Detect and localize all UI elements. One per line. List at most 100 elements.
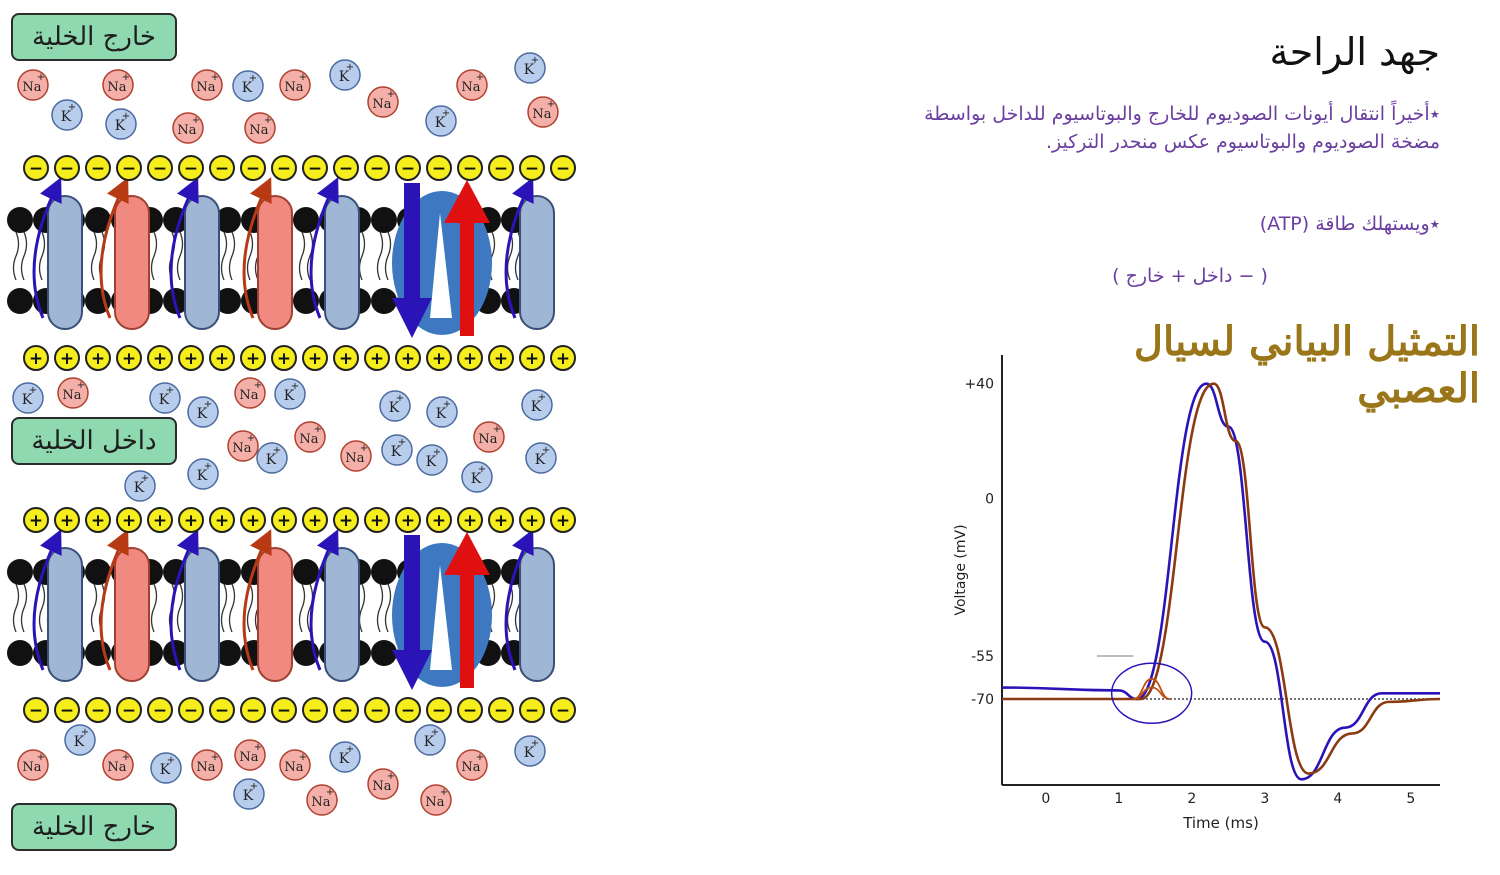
charge-sign: − <box>91 159 105 179</box>
membrane-bottom: + + + + + + + + + + + + + + + + + +− − − − − − − − − − − − − − − − − − <box>7 507 576 723</box>
lipid-head <box>371 207 397 233</box>
lipid-head <box>293 559 319 585</box>
potassium-channel <box>47 195 83 330</box>
sodium-ion <box>191 69 223 101</box>
ion-symbol: Na <box>311 795 330 810</box>
ion-symbol: Na <box>284 80 303 95</box>
charge-sign: − <box>401 701 415 721</box>
potassium-ion <box>514 735 546 767</box>
charge-sign: + <box>308 511 322 531</box>
potassium-ion <box>187 458 219 490</box>
charge-marker <box>333 155 359 181</box>
ion-charge: + <box>29 385 37 396</box>
charge-marker <box>116 155 142 181</box>
charge-sign: + <box>401 511 415 531</box>
ion-symbol: Na <box>299 432 318 447</box>
ion-charge: + <box>192 115 200 126</box>
charge-sign: − <box>184 159 198 179</box>
charge-sign: + <box>29 511 43 531</box>
potassium-channel <box>184 547 220 682</box>
ion-charge: + <box>204 461 212 472</box>
charge-marker <box>54 507 80 533</box>
lipid-tail <box>298 231 306 281</box>
ion-symbol: K <box>524 745 535 761</box>
charge-marker <box>302 155 328 181</box>
charge-marker <box>395 507 421 533</box>
ion-charge: + <box>387 771 395 782</box>
lipid-tail <box>228 231 236 281</box>
ion-charge: + <box>547 99 555 110</box>
charge-sign: − <box>277 159 291 179</box>
charge-marker <box>550 155 576 181</box>
lipid-tail <box>220 231 228 281</box>
ion-charge: + <box>440 787 448 798</box>
charge-marker <box>23 345 49 371</box>
potassium-channel <box>184 195 220 330</box>
ion-symbol: Na <box>22 760 41 775</box>
lipid-tail <box>228 583 236 633</box>
charge-marker <box>147 507 173 533</box>
lipid-tail <box>90 231 98 281</box>
ion-flow-arrow <box>309 529 339 671</box>
ion-charge: + <box>433 447 441 458</box>
ion-symbol: K <box>339 69 350 85</box>
lipid-tail <box>12 583 20 633</box>
ion-flow-arrow <box>242 529 272 671</box>
ion-symbol: Na <box>196 80 215 95</box>
charge-sign: − <box>91 701 105 721</box>
sodium-ion <box>306 784 338 816</box>
potassium-ion <box>274 378 306 410</box>
lipid-tail <box>246 231 254 281</box>
charge-sign: − <box>339 159 353 179</box>
sodium-ion <box>244 112 276 144</box>
sodium-ion <box>191 749 223 781</box>
x-tick-label: 1 <box>1114 791 1123 807</box>
threshold-highlight-circle <box>1110 662 1193 725</box>
ion-charge: + <box>254 742 262 753</box>
charge-sign: − <box>29 701 43 721</box>
charge-sign: + <box>215 349 229 369</box>
charge-sign: − <box>370 159 384 179</box>
bullet-pump: ٭أخيراً انتقال أيونات الصوديوم للخارج وا… <box>924 103 1440 153</box>
charge-marker <box>488 697 514 723</box>
charge-marker <box>116 345 142 371</box>
potassium-ion <box>525 442 557 474</box>
ion-charge: + <box>68 102 76 113</box>
charge-sign: − <box>463 701 477 721</box>
charge-sign: + <box>525 511 539 531</box>
potassium-channel <box>47 547 83 682</box>
x-tick-label: 3 <box>1260 791 1269 807</box>
potassium-ion <box>329 741 361 773</box>
ion-flow-arrow <box>504 177 534 319</box>
graph-title: التمثيل البياني لسيال العصبي <box>1133 318 1480 412</box>
ion-charge: + <box>531 738 539 749</box>
ion-symbol: K <box>471 471 482 487</box>
lipid-tail <box>384 583 392 633</box>
charge-marker <box>116 507 142 533</box>
potassium-ion <box>256 442 288 474</box>
ion-charge: + <box>346 62 354 73</box>
charge-marker <box>271 697 297 723</box>
charge-sign: + <box>122 349 136 369</box>
y-axis-label: Voltage (mV) <box>953 524 969 615</box>
ion-symbol: Na <box>232 441 251 456</box>
lipid-head <box>7 288 33 314</box>
sodium-ion <box>57 377 89 409</box>
ion-charge: + <box>122 72 130 83</box>
sodium-ion <box>420 784 452 816</box>
lipid-tail <box>12 231 20 281</box>
charge-marker <box>85 345 111 371</box>
potassium-ion <box>414 724 446 756</box>
sodium-ion <box>367 86 399 118</box>
charge-marker <box>488 345 514 371</box>
ion-charge: + <box>204 399 212 410</box>
lipid-tail <box>150 231 158 281</box>
potassium-channel <box>324 195 360 330</box>
pump-arrow-up-head <box>444 180 490 223</box>
charge-marker <box>23 507 49 533</box>
potassium-ion <box>461 461 493 493</box>
lipid-tail <box>506 231 514 281</box>
lipid-head <box>85 207 111 233</box>
ion-symbol: K <box>531 399 542 415</box>
x-axis-label: Time (ms) <box>1182 814 1259 832</box>
